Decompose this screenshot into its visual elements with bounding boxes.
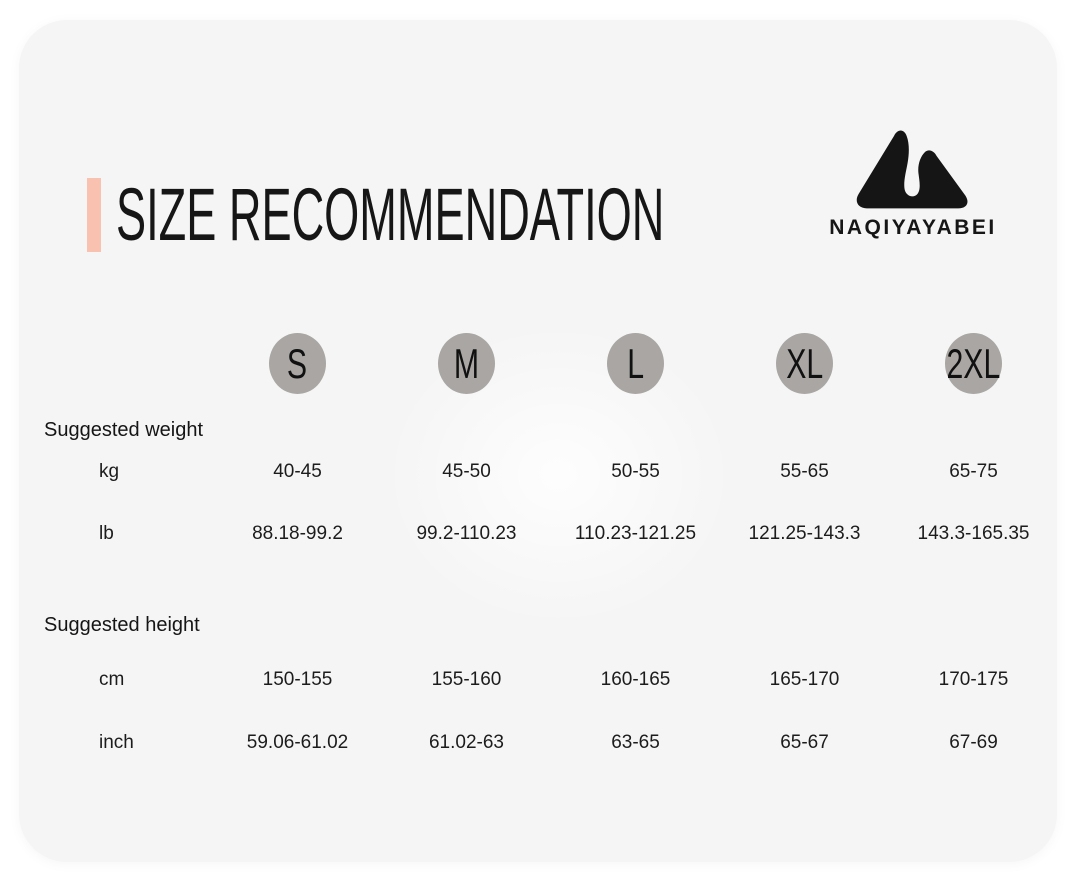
size-badge-m: M bbox=[438, 333, 495, 394]
value-cm-s: 150-155 bbox=[262, 669, 333, 690]
size-badge-s: S bbox=[269, 333, 326, 394]
value-inch-l: 63-65 bbox=[611, 732, 660, 753]
value-cm-xl: 165-170 bbox=[769, 669, 840, 690]
size-column-2xl: 2XL bbox=[889, 333, 1057, 394]
value-inch-s: 59.06-61.02 bbox=[246, 732, 349, 753]
size-recommendation-card: SIZE RECOMMENDATION NAQIYAYABEI S M L bbox=[19, 20, 1057, 862]
section-label-height: Suggested height bbox=[44, 614, 200, 636]
row-lb: lb 88.18-99.2 99.2-110.23 110.23-121.25 … bbox=[19, 522, 1057, 546]
unit-label-kg: kg bbox=[99, 461, 120, 482]
title-accent-bar bbox=[87, 178, 101, 252]
value-inch-xl: 65-67 bbox=[780, 732, 829, 753]
value-kg-2xl: 65-75 bbox=[949, 461, 998, 482]
size-column-xl: XL bbox=[720, 333, 889, 394]
size-badge-s-label: S bbox=[287, 339, 308, 387]
size-column-l: L bbox=[551, 333, 720, 394]
size-header-row: S M L XL 2XL bbox=[19, 333, 1057, 394]
section-row-height: Suggested height bbox=[19, 613, 1057, 637]
value-lb-2xl: 143.3-165.35 bbox=[917, 523, 1030, 544]
row-inch: inch 59.06-61.02 61.02-63 63-65 65-67 67… bbox=[19, 731, 1057, 755]
title-row: SIZE RECOMMENDATION bbox=[87, 178, 1015, 252]
value-inch-m: 61.02-63 bbox=[428, 732, 504, 753]
value-kg-m: 45-50 bbox=[442, 461, 491, 482]
size-badge-l-label: L bbox=[627, 339, 644, 387]
page-title: SIZE RECOMMENDATION bbox=[116, 173, 665, 256]
size-badge-xl: XL bbox=[776, 333, 833, 394]
size-badge-m-label: M bbox=[453, 339, 480, 387]
brand-block: NAQIYAYABEI bbox=[807, 126, 1019, 240]
value-inch-2xl: 67-69 bbox=[949, 732, 998, 753]
size-column-s: S bbox=[213, 333, 382, 394]
size-badge-2xl-label: 2XL bbox=[946, 339, 1001, 387]
size-table: S M L XL 2XL Suggested weight kg bbox=[19, 333, 1057, 755]
value-lb-xl: 121.25-143.3 bbox=[748, 523, 861, 544]
size-badge-l: L bbox=[607, 333, 664, 394]
value-cm-l: 160-165 bbox=[600, 669, 671, 690]
value-lb-s: 88.18-99.2 bbox=[252, 523, 343, 544]
row-kg: kg 40-45 45-50 50-55 55-65 65-75 bbox=[19, 460, 1057, 484]
mountain-logo-icon bbox=[856, 130, 968, 209]
value-cm-2xl: 170-175 bbox=[938, 669, 1009, 690]
section-label-weight: Suggested weight bbox=[44, 419, 204, 441]
section-row-weight: Suggested weight bbox=[19, 418, 1057, 442]
value-kg-l: 50-55 bbox=[611, 461, 660, 482]
value-lb-l: 110.23-121.25 bbox=[574, 523, 697, 544]
unit-label-cm: cm bbox=[99, 669, 125, 690]
value-kg-xl: 55-65 bbox=[780, 461, 829, 482]
value-cm-m: 155-160 bbox=[431, 669, 502, 690]
size-badge-xl-label: XL bbox=[786, 339, 823, 387]
value-lb-m: 99.2-110.23 bbox=[416, 523, 517, 544]
brand-name: NAQIYAYABEI bbox=[829, 216, 997, 239]
value-kg-s: 40-45 bbox=[273, 461, 322, 482]
size-badge-2xl: 2XL bbox=[945, 333, 1002, 394]
unit-label-lb: lb bbox=[99, 523, 114, 544]
size-column-m: M bbox=[382, 333, 551, 394]
unit-label-inch: inch bbox=[99, 732, 134, 753]
row-cm: cm 150-155 155-160 160-165 165-170 170-1… bbox=[19, 668, 1057, 692]
